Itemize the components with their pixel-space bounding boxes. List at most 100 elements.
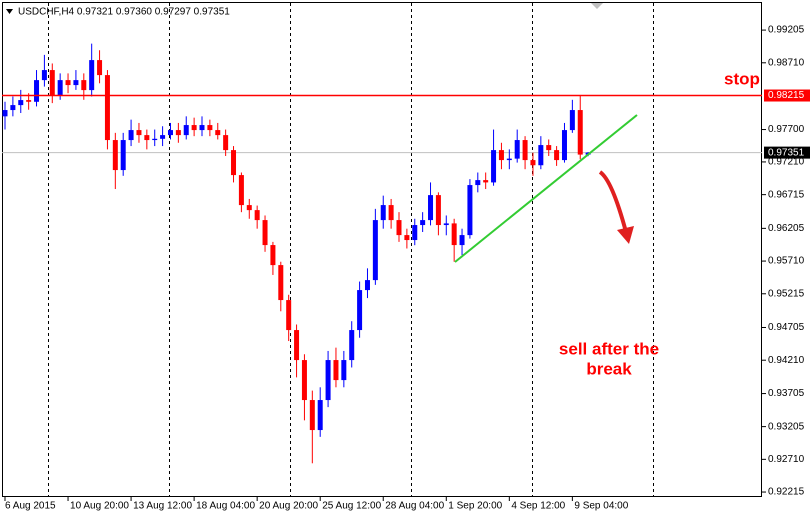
- candle-body: [364, 280, 370, 291]
- candle-body: [254, 210, 260, 221]
- candle-body: [428, 195, 434, 221]
- candle-body: [120, 140, 126, 171]
- candle-body: [41, 70, 47, 81]
- candle-body: [278, 265, 284, 301]
- candle-body: [10, 105, 16, 111]
- y-tick-label: 0.96715: [768, 189, 805, 200]
- x-tick-label: 13 Aug 12:00: [133, 501, 192, 512]
- candle-body: [404, 235, 410, 241]
- candle-body: [18, 100, 24, 106]
- y-tick-label: 0.95215: [768, 288, 805, 299]
- candle-body: [483, 180, 489, 183]
- candle-body: [577, 110, 583, 155]
- x-tick-label: 4 Sep 12:00: [511, 501, 565, 512]
- y-tick-label: 0.93705: [768, 388, 805, 399]
- candle-body: [554, 150, 560, 161]
- candle-body: [136, 130, 142, 136]
- candle-body: [522, 140, 528, 161]
- current-price-label: 0.97351: [768, 147, 805, 158]
- candle-body: [412, 225, 418, 241]
- annotation-line: sell after the: [559, 339, 659, 358]
- candle-body: [34, 80, 40, 102]
- candle-body: [26, 100, 32, 102]
- candle-body: [73, 80, 79, 86]
- candle-body: [388, 205, 394, 221]
- candle-body: [349, 330, 355, 361]
- candle-body: [175, 130, 181, 136]
- candle-body: [561, 130, 567, 161]
- current-price-box: [764, 146, 810, 159]
- candle-body: [333, 360, 339, 381]
- candle-body: [183, 125, 189, 136]
- candle-body: [380, 205, 386, 221]
- vertical-grid: [48, 3, 654, 496]
- y-tick-label: 0.96205: [768, 223, 805, 234]
- x-tick-label: 18 Aug 04:00: [196, 501, 255, 512]
- y-tick-label: 0.97700: [768, 124, 805, 135]
- y-tick-label: 0.92710: [768, 454, 805, 465]
- y-tick-label: 0.94705: [768, 322, 805, 333]
- candle-body: [514, 140, 520, 159]
- x-tick-label: 1 Sep 20:00: [448, 501, 502, 512]
- x-tick-label: 6 Aug 2015: [5, 501, 56, 512]
- candle-body: [246, 205, 252, 211]
- candle-body: [538, 145, 544, 166]
- y-tick-label: 0.97210: [768, 157, 805, 168]
- candle-body: [396, 220, 402, 236]
- candle-body: [49, 70, 55, 96]
- shift-marker: [591, 3, 603, 9]
- x-tick-label: 10 Aug 20:00: [70, 501, 129, 512]
- x-tick-label: 20 Aug 20:00: [259, 501, 318, 512]
- candle-body: [357, 290, 363, 331]
- y-tick-label: 0.94210: [768, 355, 805, 366]
- candle-body: [286, 300, 292, 331]
- candle-body: [325, 360, 331, 401]
- plot-frame: [2, 2, 762, 497]
- stop-annotation: stop: [724, 69, 760, 88]
- y-tick-label: 0.95710: [768, 256, 805, 267]
- stop-price-label: 0.98215: [768, 90, 805, 101]
- candle-body: [104, 75, 110, 141]
- candle-body: [317, 400, 323, 431]
- arrow-head: [617, 226, 634, 244]
- x-tick-label: 9 Sep 04:00: [574, 501, 628, 512]
- candle-body: [167, 130, 173, 136]
- candle-body: [270, 245, 276, 266]
- candle-body: [97, 60, 103, 76]
- candle-body: [262, 220, 268, 246]
- candle-body: [498, 150, 504, 161]
- candle-body: [372, 220, 378, 281]
- stop-price-box: [764, 89, 810, 102]
- chart-header: USDCHF,H4 0.97321 0.97360 0.97297 0.9735…: [18, 7, 230, 18]
- candle-body: [231, 150, 237, 176]
- candle-body: [81, 80, 87, 91]
- y-tick-label: 0.99205: [768, 25, 805, 36]
- candle-body: [435, 195, 441, 226]
- candle-body: [199, 125, 205, 131]
- x-tick-label: 25 Aug 12:00: [322, 501, 381, 512]
- candle-body: [144, 135, 150, 141]
- candle-body: [238, 175, 244, 206]
- candle-body: [65, 80, 71, 86]
- candle-body: [309, 400, 315, 431]
- y-tick-label: 0.98710: [768, 57, 805, 68]
- candle-body: [443, 223, 449, 226]
- candle-body: [546, 145, 552, 151]
- annotation-line: break: [586, 359, 632, 378]
- candle-body: [491, 150, 497, 183]
- candle-body: [459, 235, 465, 246]
- candle-body: [451, 223, 457, 246]
- x-tick-label: 28 Aug 04:00: [385, 501, 444, 512]
- candle-body: [57, 80, 63, 96]
- candle-body: [530, 160, 536, 166]
- arrow-shaft: [598, 170, 628, 233]
- menu-triangle[interactable]: [6, 9, 13, 14]
- candle-body: [420, 220, 426, 226]
- candle-body: [152, 138, 158, 141]
- candle-body: [207, 125, 213, 131]
- candle-body: [506, 158, 512, 161]
- candle-body: [223, 135, 229, 151]
- candle-body: [569, 110, 575, 131]
